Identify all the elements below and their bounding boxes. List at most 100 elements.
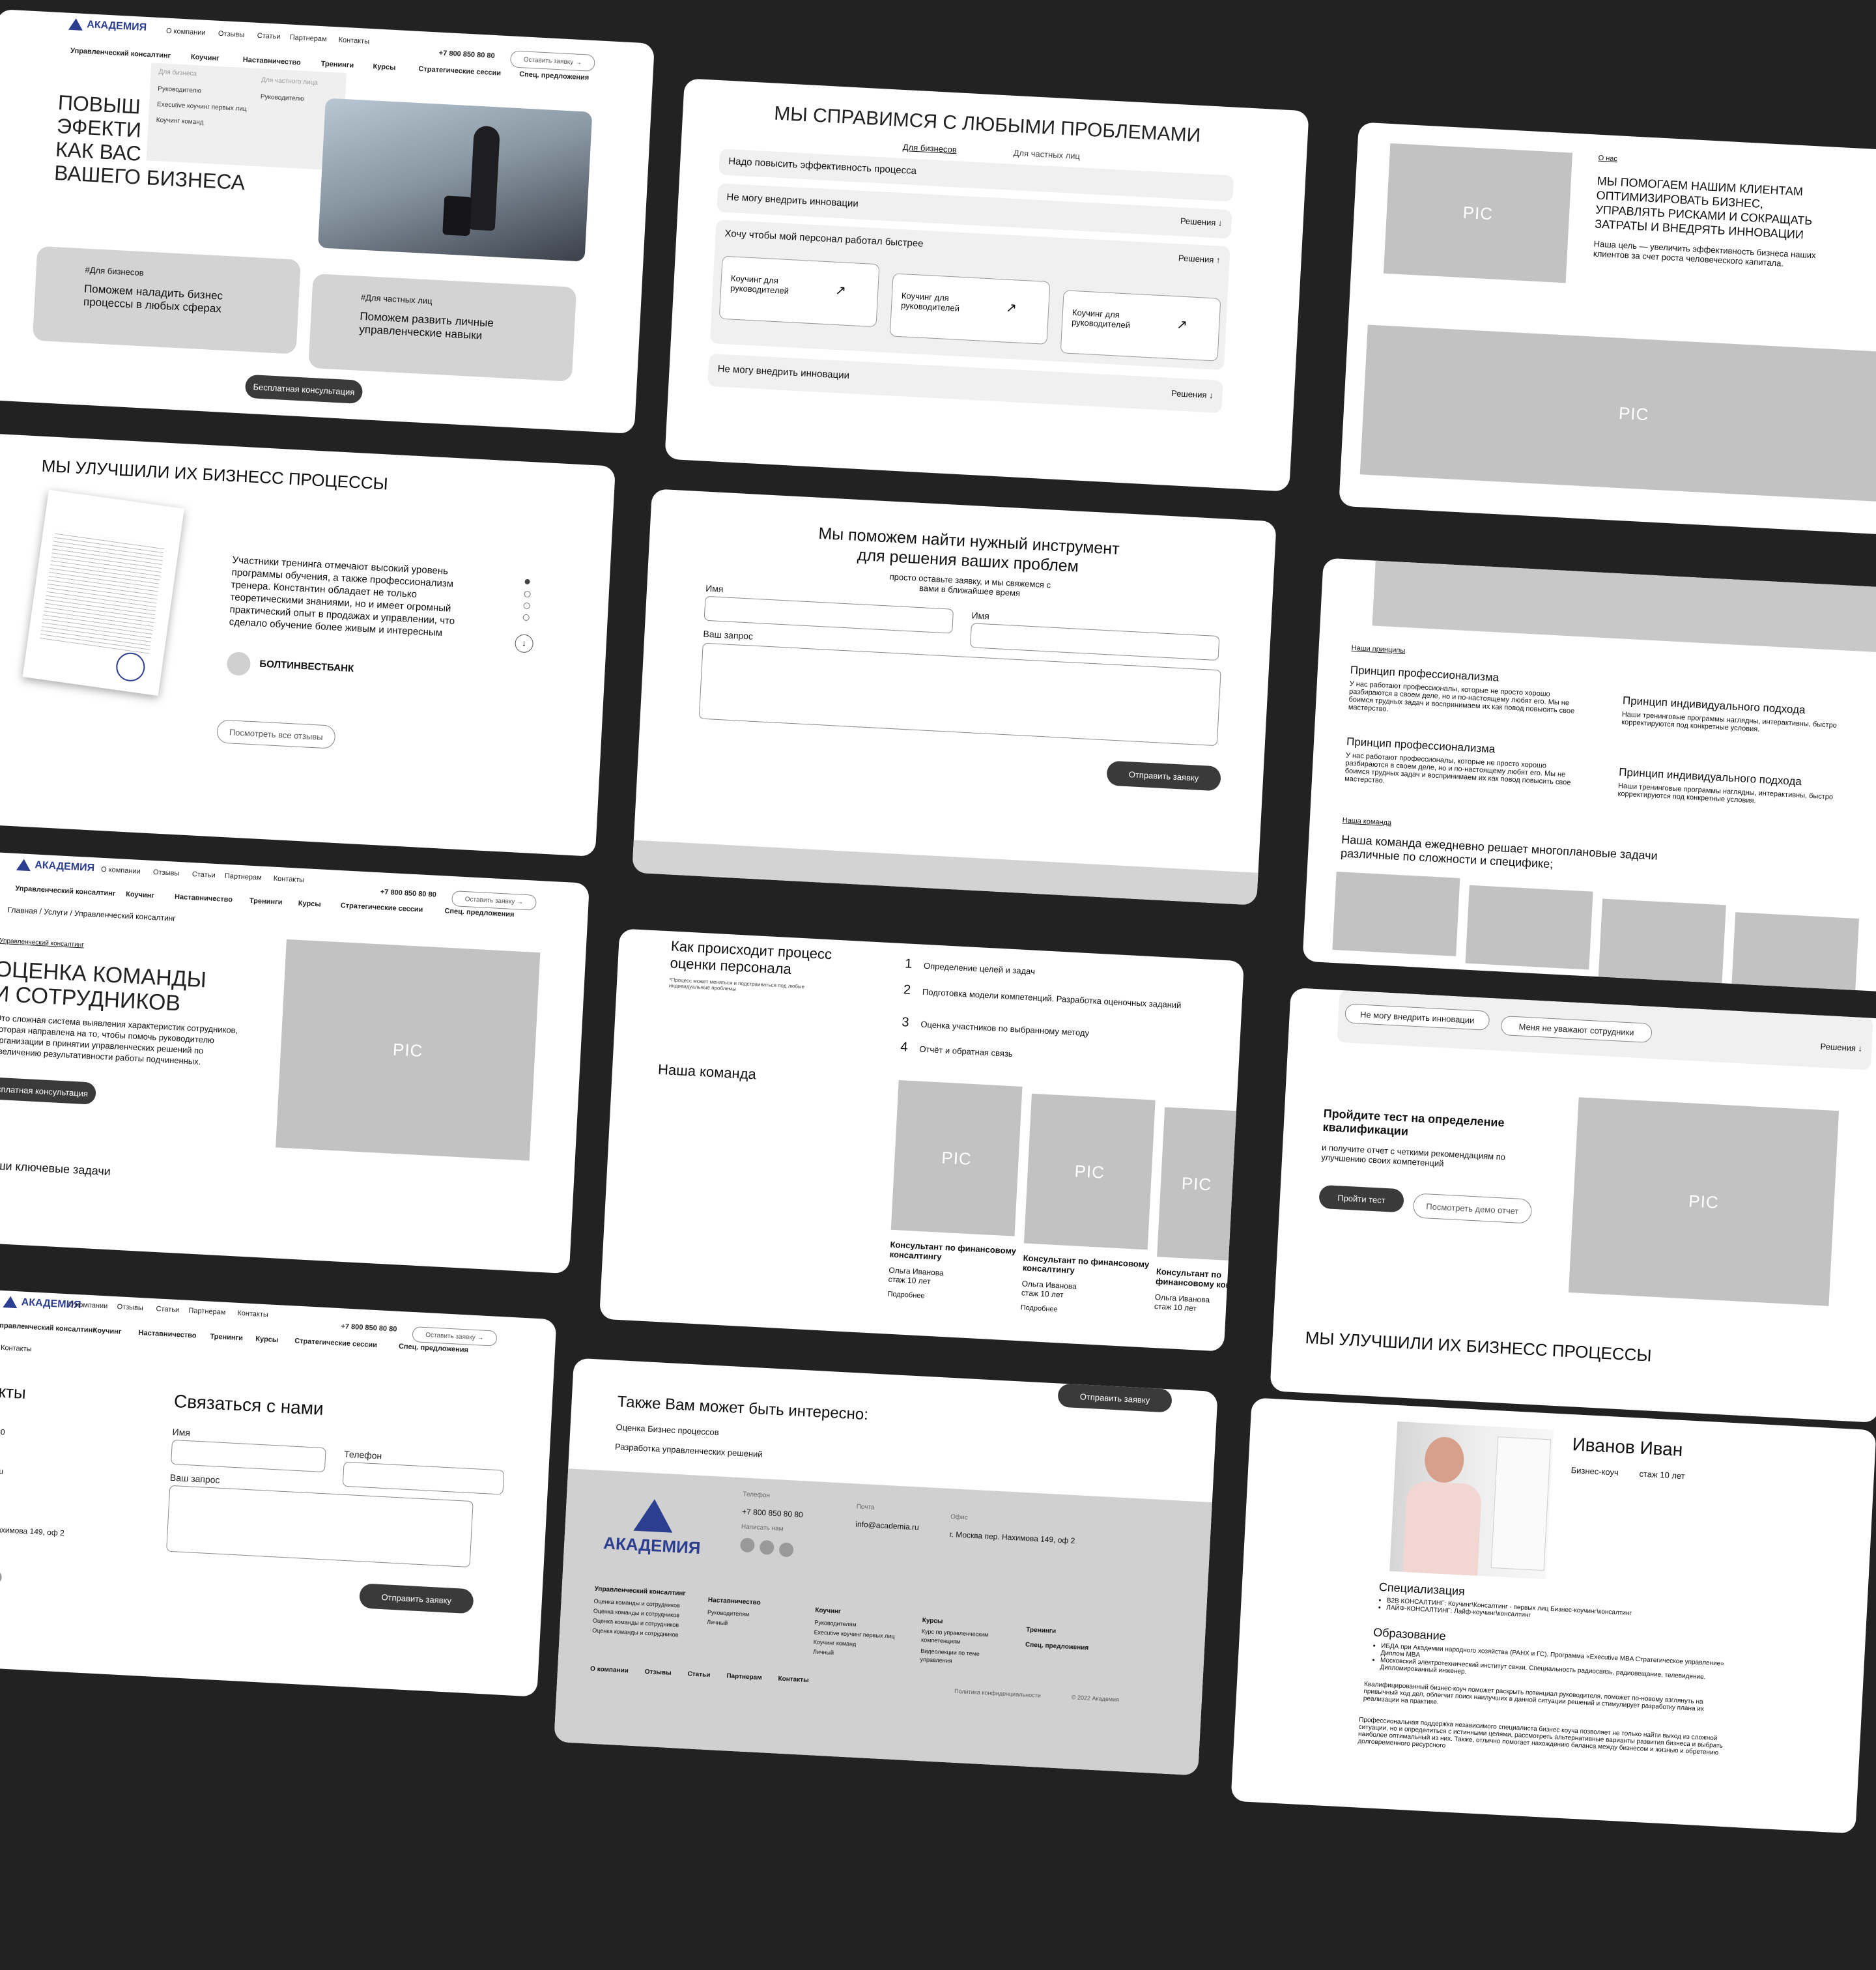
name-input[interactable] (171, 1439, 326, 1473)
slider-dot[interactable] (523, 602, 530, 610)
nav-main-2[interactable]: Наставничество (242, 55, 302, 67)
nav-top-2[interactable]: Статьи (257, 31, 281, 41)
name-input[interactable] (704, 595, 954, 634)
nav-top-1[interactable]: Отзывы (218, 29, 245, 39)
privacy-policy-link[interactable]: Политика конфиденциальности (954, 1687, 1042, 1699)
solutions-toggle[interactable]: Решения ↓ (1820, 1041, 1863, 1053)
submit-request-button[interactable]: Отправить заявку (358, 1583, 474, 1614)
footer-col-title[interactable]: Наставничество (707, 1596, 761, 1607)
tab-private[interactable]: Для частных лиц (1013, 147, 1081, 162)
slider-dot[interactable] (524, 590, 531, 598)
take-test-button[interactable]: Пройти тест (1318, 1184, 1404, 1213)
nav-top-1[interactable]: Отзывы (117, 1303, 144, 1313)
private-card[interactable]: #Для частных лиц Поможем развить личные … (308, 273, 577, 382)
footer-nav-link[interactable]: Отзывы (644, 1668, 672, 1677)
solutions-toggle[interactable]: Решения ↓ (1171, 388, 1214, 401)
member-more[interactable]: Подробнее (1020, 1304, 1059, 1314)
footer-col-title[interactable]: Спец. предложения (1025, 1641, 1089, 1652)
nav-top-0[interactable]: О компании (100, 865, 141, 876)
nav-top-4[interactable]: Контакты (273, 874, 305, 885)
nav-top-3[interactable]: Партнерам (224, 872, 263, 882)
interest-link[interactable]: Оценка Бизнес процессов (616, 1422, 720, 1438)
solution-card[interactable]: Коучинг для руководителей ↗ (889, 273, 1051, 345)
solution-card[interactable]: Коучинг для руководителей ↗ (718, 255, 880, 328)
solutions-toggle[interactable]: Решения ↓ (1180, 216, 1223, 228)
phone-number[interactable]: +7 800 850 80 80 (438, 49, 495, 61)
solutions-toggle[interactable]: Решения ↑ (1178, 253, 1221, 265)
nav-top-2[interactable]: Статьи (156, 1305, 180, 1315)
nav-main-3[interactable]: Тренинги (249, 896, 283, 907)
nav-top-3[interactable]: Партнерам (289, 33, 327, 44)
name2-input[interactable] (970, 623, 1220, 661)
request-textarea[interactable] (166, 1485, 474, 1568)
tab-business[interactable]: Для бизнесов (902, 141, 958, 155)
interest-link[interactable]: Разработка управленческих решений (614, 1441, 763, 1459)
footer-logo[interactable]: АКАДЕМИЯ (603, 1496, 703, 1558)
nav-main-3[interactable]: Тренинги (210, 1332, 244, 1343)
footer-link[interactable]: Видеолекции по теме управления (920, 1647, 980, 1664)
nav-main-3[interactable]: Тренинги (320, 60, 354, 70)
nav-top-4[interactable]: Контакты (338, 36, 370, 46)
breadcrumb[interactable]: Главная / Услуги / Управленческий консал… (7, 905, 177, 923)
leave-request-button[interactable]: Оставить заявку → (509, 50, 595, 72)
problem-row-expanded[interactable]: Хочу чтобы мой персонал работал быстрее … (709, 220, 1230, 371)
member-more[interactable]: Подробнее (887, 1290, 925, 1300)
dropdown-item[interactable]: Для частного лица (261, 76, 319, 87)
dropdown-item[interactable]: Коучинг команд (156, 116, 204, 126)
phone-number[interactable]: +7 800 850 80 80 (380, 888, 437, 899)
social-icon[interactable] (739, 1537, 756, 1553)
nav-main-4[interactable]: Курсы (298, 899, 322, 909)
footer-nav-link[interactable]: О компании (590, 1665, 629, 1675)
member-card[interactable]: Консультант по финансовому консалт Ольга… (1154, 1266, 1244, 1315)
top-submit-button[interactable]: Отправить заявку (1057, 1383, 1172, 1413)
footer-link[interactable]: Курс по управленческим компетенциям (920, 1628, 989, 1646)
footer-mail[interactable]: info@academia.ru (855, 1519, 920, 1532)
free-consultation-button[interactable]: Бесплатная консультация (244, 374, 363, 405)
demo-report-button[interactable]: Посмотреть демо отчет (1412, 1193, 1533, 1224)
nav-top-0[interactable]: О компании (165, 27, 206, 37)
footer-nav-link[interactable]: Партнерам (726, 1672, 762, 1682)
dropdown-item[interactable]: Руководителю (260, 93, 304, 103)
breadcrumb[interactable]: Контакты (0, 1343, 32, 1354)
nav-main-5[interactable]: Стратегические сессии (340, 902, 423, 914)
nav-main-1[interactable]: Коучинг (125, 890, 155, 900)
nav-main-1[interactable]: Коучинг (190, 53, 220, 63)
dropdown-item[interactable]: Руководителю (158, 85, 202, 95)
social-icon[interactable] (778, 1542, 794, 1558)
phone-input[interactable] (342, 1461, 505, 1495)
slider-dot-active[interactable] (524, 578, 530, 585)
nav-main-0[interactable]: Управленческий консалтинг (70, 46, 171, 60)
brand-logo[interactable]: АКАДЕМИЯ (68, 18, 147, 34)
nav-top-4[interactable]: Контакты (237, 1309, 269, 1319)
nav-main-0[interactable]: Управленческий консалтинг (15, 884, 116, 898)
nav-main-4[interactable]: Курсы (255, 1335, 279, 1345)
chip-respect[interactable]: Меня не уважают сотрудники (1500, 1015, 1653, 1044)
dropdown-item[interactable]: Для бизнеса (158, 68, 197, 78)
chip-innovations[interactable]: Не могу внедрить инновации (1344, 1003, 1490, 1031)
request-textarea[interactable] (698, 642, 1221, 747)
nav-main-2[interactable]: Наставничество (138, 1328, 197, 1340)
brand-logo[interactable]: АКАДЕМИЯ (16, 858, 95, 874)
footer-nav-link[interactable]: Контакты (778, 1675, 809, 1685)
nav-main-2[interactable]: Наставничество (174, 892, 233, 904)
nav-main-4[interactable]: Курсы (373, 63, 396, 72)
footer-nav-link[interactable]: Статьи (687, 1670, 711, 1679)
nav-main-5[interactable]: Стратегические сессии (294, 1337, 378, 1350)
phone-number[interactable]: +7 800 850 80 80 (341, 1322, 397, 1334)
slider-dot[interactable] (522, 614, 530, 621)
dropdown-item[interactable]: Executive коучинг первых лиц (156, 100, 247, 113)
free-consultation-button[interactable]: Бесплатная консультация (0, 1076, 96, 1105)
nav-top-2[interactable]: Статьи (192, 870, 216, 879)
arrow-down-circle-icon[interactable]: ↓ (514, 634, 534, 653)
member-card[interactable]: Консультант по финансовому консалтингу О… (887, 1240, 1020, 1305)
nav-main-6[interactable]: Спец. предложения (519, 70, 590, 82)
nav-main-5[interactable]: Стратегические сессии (418, 64, 502, 78)
footer-phone[interactable]: +7 800 850 80 80 (741, 1507, 804, 1520)
footer-col-title[interactable]: Тренинги (1025, 1626, 1057, 1635)
nav-main-0[interactable]: Управленческий консалтинг (0, 1321, 96, 1335)
all-reviews-button[interactable]: Посмотреть все отзывы (216, 719, 336, 749)
social-icon[interactable] (759, 1539, 775, 1555)
footer-col-title[interactable]: Курсы (922, 1617, 943, 1625)
submit-request-button[interactable]: Отправить заявку (1106, 760, 1221, 792)
social-icon[interactable] (0, 1570, 3, 1584)
